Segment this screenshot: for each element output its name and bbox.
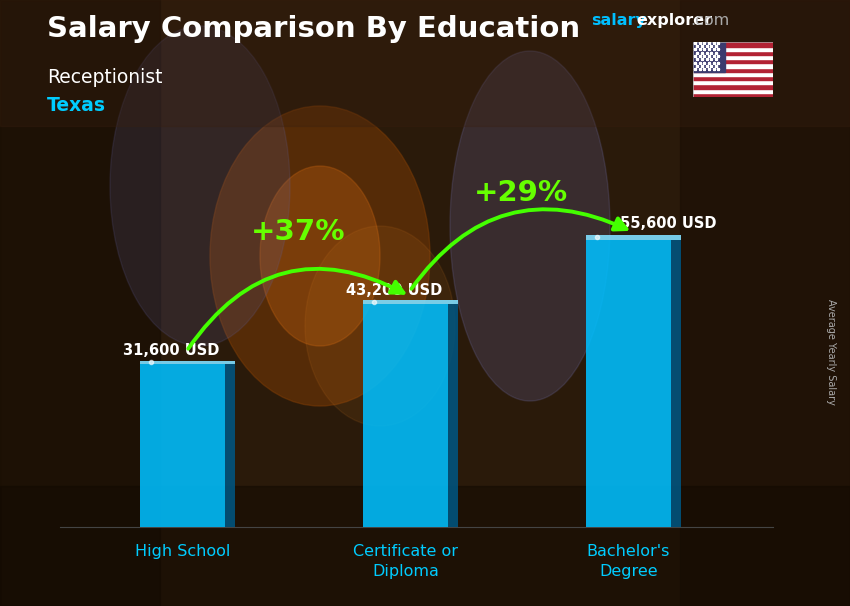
Text: salary: salary: [591, 13, 646, 28]
Bar: [693, 76, 774, 80]
Text: +37%: +37%: [251, 218, 345, 245]
Text: +29%: +29%: [474, 179, 569, 207]
Polygon shape: [671, 240, 681, 527]
Ellipse shape: [450, 51, 610, 401]
Bar: [693, 47, 774, 51]
Text: Average Yearly Salary: Average Yearly Salary: [826, 299, 836, 404]
Text: 43,200 USD: 43,200 USD: [346, 283, 442, 298]
Bar: [693, 42, 725, 72]
Bar: [693, 84, 774, 88]
Bar: [586, 235, 681, 240]
Bar: [363, 304, 448, 527]
Bar: [693, 68, 774, 72]
Text: 55,600 USD: 55,600 USD: [620, 216, 717, 230]
Text: Receptionist: Receptionist: [47, 68, 162, 87]
Bar: [139, 364, 224, 527]
FancyArrowPatch shape: [411, 209, 626, 288]
Bar: [693, 51, 774, 55]
Text: .com: .com: [690, 13, 729, 28]
Bar: [139, 361, 235, 364]
Bar: [693, 59, 774, 64]
Bar: [363, 300, 458, 304]
Bar: [693, 72, 774, 76]
Ellipse shape: [305, 226, 455, 426]
Polygon shape: [224, 364, 235, 527]
Text: Texas: Texas: [47, 96, 105, 115]
Bar: [693, 88, 774, 93]
Text: explorer: explorer: [637, 13, 713, 28]
Bar: [586, 240, 671, 527]
FancyArrowPatch shape: [188, 269, 404, 348]
Ellipse shape: [210, 106, 430, 406]
Ellipse shape: [260, 166, 380, 346]
Bar: [693, 42, 774, 47]
Ellipse shape: [110, 26, 290, 346]
Text: Salary Comparison By Education: Salary Comparison By Education: [47, 15, 580, 43]
Bar: [693, 55, 774, 59]
Bar: [680, 0, 850, 606]
Polygon shape: [448, 304, 458, 527]
Bar: [0, 486, 850, 606]
Text: 31,600 USD: 31,600 USD: [123, 342, 219, 358]
Bar: [693, 93, 774, 97]
Bar: [0, 0, 160, 606]
Bar: [693, 64, 774, 68]
Bar: [693, 80, 774, 84]
Bar: [0, 0, 850, 126]
